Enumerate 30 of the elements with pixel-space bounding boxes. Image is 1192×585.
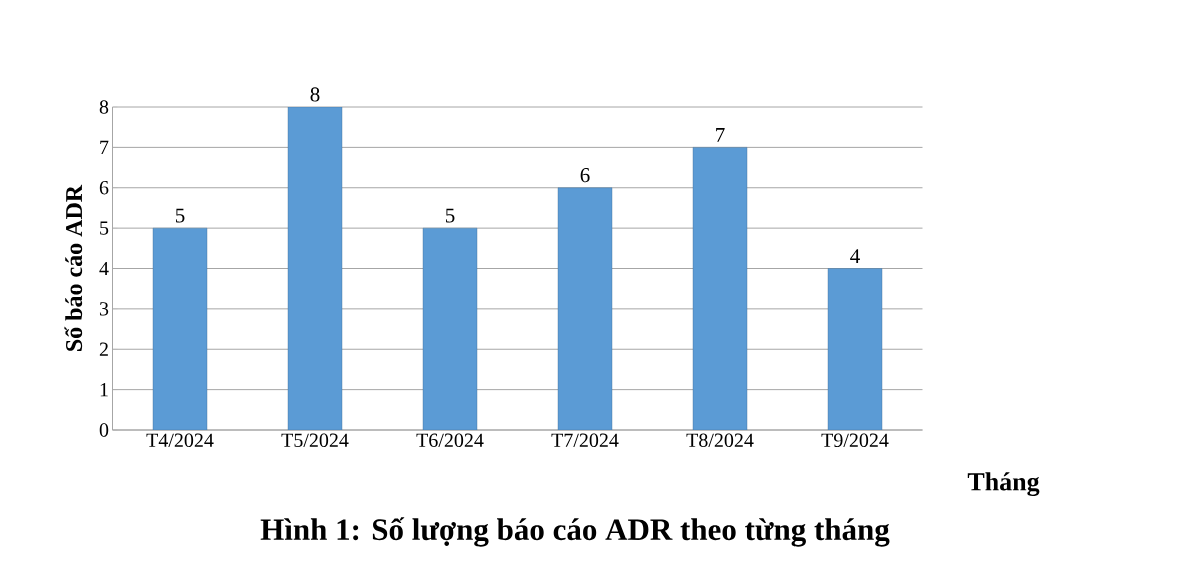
y-tick-label: 7	[100, 140, 109, 154]
bar	[152, 227, 208, 430]
y-tick-label: 8	[99, 100, 109, 114]
x-tick-label: T8/2024	[686, 433, 754, 448]
bar	[557, 187, 613, 430]
data-label: 5	[175, 208, 185, 223]
y-tick-label: 4	[99, 261, 109, 276]
x-tick-label: T5/2024	[281, 433, 349, 448]
data-label: 5	[445, 208, 455, 223]
bar	[422, 227, 478, 430]
bar	[287, 107, 343, 430]
x-tick-label: T4/2024	[146, 433, 214, 448]
x-axis-title: Tháng	[967, 472, 1040, 497]
y-axis-title: Số báo cáo ADR	[64, 184, 83, 351]
y-tick-label: 2	[99, 342, 108, 356]
data-label: 6	[580, 168, 590, 183]
y-tick-label: 3	[99, 302, 109, 316]
x-tick-label: T9/2024	[821, 433, 889, 448]
x-tick-label: T6/2024	[416, 433, 484, 448]
data-label: 4	[850, 249, 860, 263]
y-tick-label: 0	[99, 423, 109, 437]
y-tick-label: 5	[100, 221, 109, 235]
text: Hình 1: Số lượng báo cáo ADR theo từng tháng	[260, 517, 890, 547]
y-tick-label: 6	[99, 181, 109, 195]
data-label: 7	[716, 128, 725, 142]
bar	[827, 268, 883, 430]
y-tick-label: 1	[100, 383, 108, 397]
data-label: 8	[310, 87, 320, 102]
x-tick-label: T7/2024	[551, 433, 619, 448]
bar	[692, 147, 748, 430]
